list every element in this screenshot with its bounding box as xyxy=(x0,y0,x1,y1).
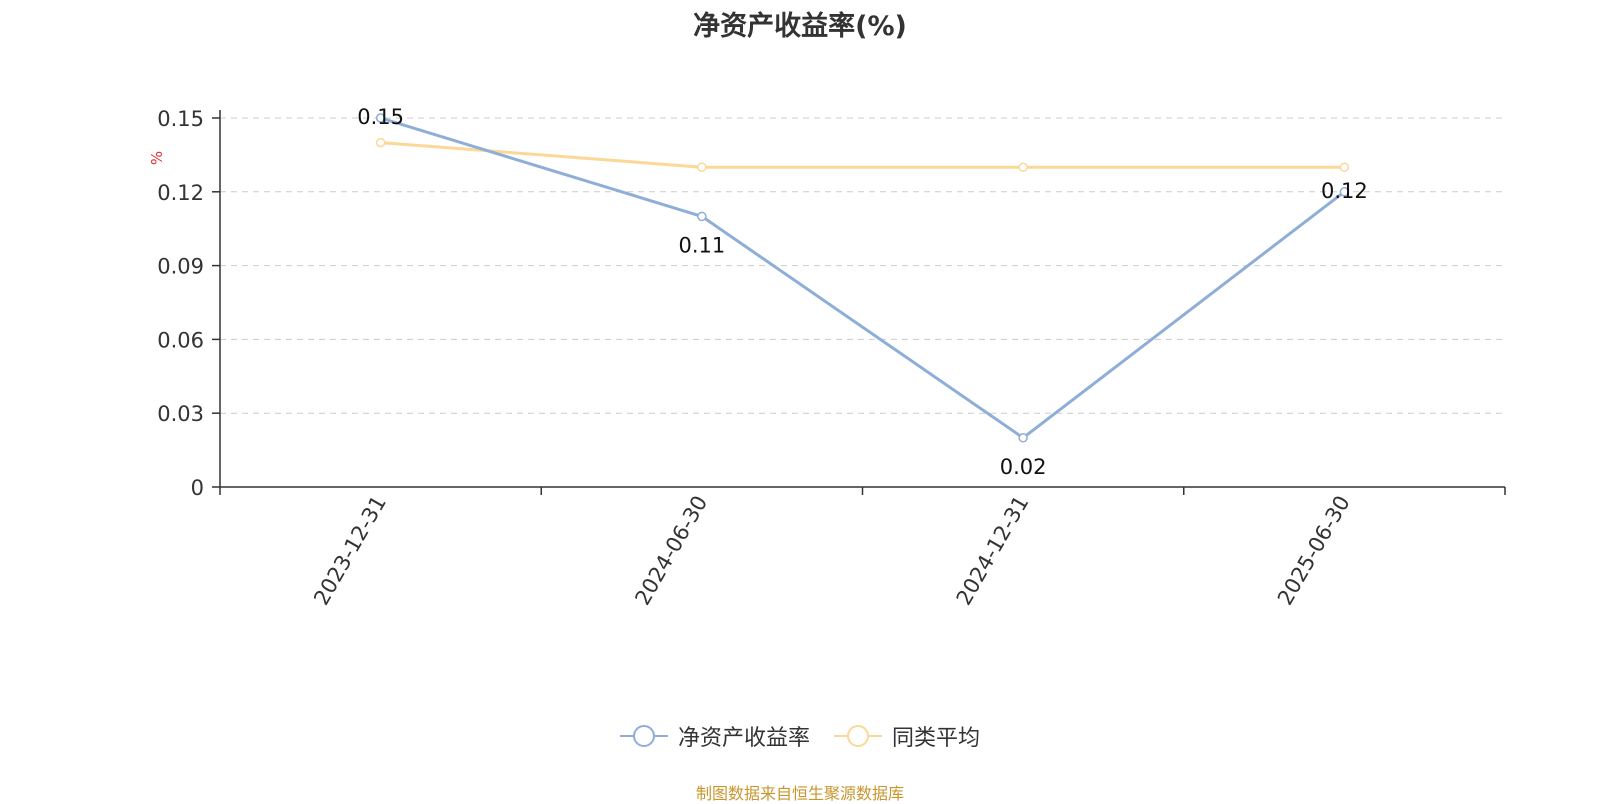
legend-label-peer-avg: 同类平均 xyxy=(892,726,981,751)
data-label: 0.15 xyxy=(357,105,404,129)
data-point xyxy=(697,211,707,222)
chart-title: 净资产收益率(%) xyxy=(693,11,907,42)
x-tick-label: 2024-06-30 xyxy=(630,492,712,610)
x-tick-label: 2023-12-31 xyxy=(309,492,391,610)
legend-item-roe[interactable]: 净资产收益率 xyxy=(619,720,810,752)
y-tick-label: 0.12 xyxy=(157,181,204,205)
y-tick-label: 0 xyxy=(191,476,204,500)
legend-roe-icon xyxy=(619,725,668,747)
series-line-0 xyxy=(380,116,1346,440)
data-point xyxy=(1018,433,1028,443)
legend-item-peer-avg[interactable]: 同类平均 xyxy=(834,720,980,752)
source-note: 制图数据来自恒生聚源数据库 xyxy=(695,784,904,803)
series-line-1 xyxy=(380,141,1345,169)
data-point xyxy=(1018,162,1028,172)
data-point xyxy=(1339,162,1350,172)
data-point xyxy=(375,113,386,123)
data-label: 0.02 xyxy=(1000,455,1047,479)
y-tick-label: 0.06 xyxy=(157,328,204,352)
data-label: 0.11 xyxy=(678,233,725,257)
y-tick-label: 0.15 xyxy=(157,107,204,131)
data-point xyxy=(697,162,707,172)
y-axis-label: % xyxy=(148,151,166,165)
legend: 净资产收益率 同类平均 xyxy=(0,720,1600,752)
x-tick-label: 2025-06-30 xyxy=(1273,492,1355,610)
data-point xyxy=(1339,187,1350,197)
legend-label-roe: 净资产收益率 xyxy=(677,726,810,751)
y-tick-label: 0.09 xyxy=(157,255,204,279)
data-label: 0.12 xyxy=(1321,179,1368,203)
x-tick-label: 2024-12-31 xyxy=(952,492,1034,610)
data-point xyxy=(375,137,386,148)
legend-peer-avg-icon xyxy=(834,725,882,747)
y-tick-label: 0.03 xyxy=(157,402,204,426)
